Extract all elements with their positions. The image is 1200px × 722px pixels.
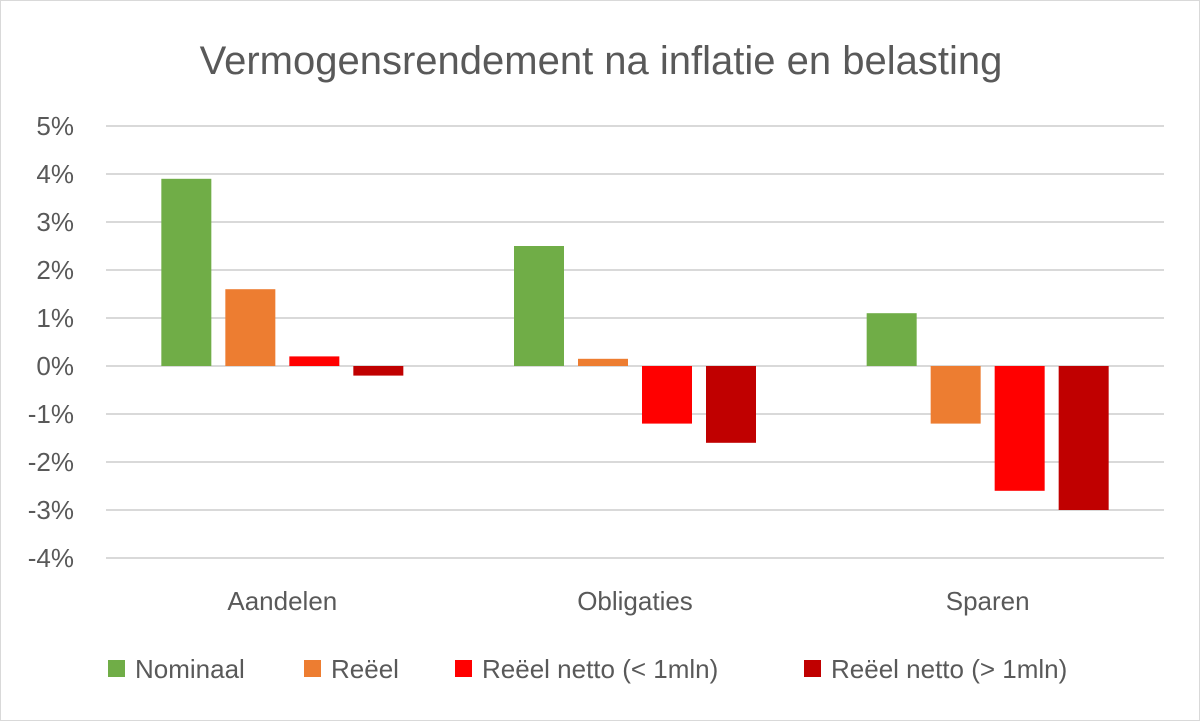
bar-obligaties-series-3: [642, 366, 692, 424]
y-axis-ticks: 5% 4% 3% 2% 1% 0% -1% -2% -3% -4%: [28, 111, 74, 573]
bar-aandelen-series-1: [161, 178, 212, 366]
x-category-label: Obligaties: [577, 586, 693, 616]
bar-sparen-series-1: [866, 313, 917, 366]
bar-aandelen-series-4: [353, 366, 404, 376]
legend-swatch: [304, 660, 321, 677]
y-tick-label: -1%: [28, 399, 74, 429]
legend-label: Reëel netto (< 1mln): [482, 654, 718, 684]
legend-swatch: [804, 660, 821, 677]
bar-sparen-series-2: [930, 366, 981, 424]
x-category-label: Aandelen: [227, 586, 337, 616]
legend-swatch: [455, 660, 472, 677]
x-category-label: Sparen: [946, 586, 1030, 616]
y-tick-label: 4%: [36, 159, 74, 189]
bar-obligaties-series-4: [706, 366, 756, 443]
y-tick-label: 1%: [36, 303, 74, 333]
y-tick-label: -2%: [28, 447, 74, 477]
gridlines: [106, 125, 1164, 559]
bar-aandelen-series-2: [225, 289, 276, 366]
legend-label: Nominaal: [135, 654, 245, 684]
bar-obligaties-series-2: [578, 358, 628, 366]
bars: [161, 178, 1109, 510]
y-tick-label: 5%: [36, 111, 74, 141]
legend-label: Reëel netto (> 1mln): [831, 654, 1067, 684]
bar-sparen-series-3: [994, 366, 1045, 491]
chart-title: Vermogensrendement na inflatie en belast…: [200, 39, 1003, 83]
y-tick-label: -3%: [28, 495, 74, 525]
y-tick-label: 2%: [36, 255, 74, 285]
legend: Nominaal Reëel Reëel netto (< 1mln) Reëel n…: [108, 654, 1067, 684]
x-axis-categories: Aandelen Obligaties Sparen: [227, 586, 1029, 616]
y-tick-label: 3%: [36, 207, 74, 237]
y-tick-label: 0%: [36, 351, 74, 381]
bar-aandelen-series-3: [289, 356, 340, 366]
y-tick-label: -4%: [28, 543, 74, 573]
legend-swatch: [108, 660, 125, 677]
bar-sparen-series-4: [1058, 366, 1109, 510]
legend-label: Reëel: [331, 654, 399, 684]
bar-obligaties-series-1: [514, 246, 564, 366]
